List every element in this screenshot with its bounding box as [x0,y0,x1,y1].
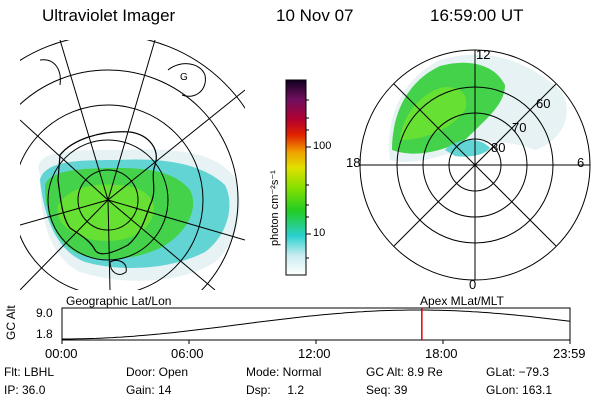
mlt-label-18: 18 [346,155,361,170]
colorbar [285,79,307,276]
magnetic-polar-plot [359,49,591,281]
geographic-caption: Geographic Lat/Lon [66,294,172,308]
mlat-label-80: 80 [491,140,506,155]
mlat-label-70: 70 [512,120,527,135]
mlt-label-0: 0 [469,277,477,292]
status-gc-alt: GC Alt: 8.9 Re [366,365,443,379]
altitude-plot [61,307,571,344]
apex-caption: Apex MLat/MLT [420,294,504,308]
colorbar-tick-100: 100 [313,140,332,152]
mlt-label-12: 12 [476,47,491,62]
status-seq: Seq: 39 [366,383,408,397]
time-tick-2359: 23:59 [553,346,586,361]
status-door: Door: Open [126,365,189,379]
time-tick-0600: 06:00 [171,346,204,361]
header-date: 10 Nov 07 [276,6,354,25]
svg-text:G: G [180,72,188,83]
alt-tick-bottom: 1.8 [36,327,53,341]
alt-axis-label: GC Alt [4,305,18,340]
status-ip: IP: 36.0 [4,383,46,397]
geographic-map [20,40,245,290]
colorbar-unit-label: photon cm⁻²s⁻¹ [269,170,281,246]
colorbar-tick-10: 10 [313,227,326,239]
mlat-label-60: 60 [536,96,551,111]
status-dsp: Dsp: 1.2 [246,383,305,397]
header-time: 16:59:00 UT [430,6,524,25]
time-tick-1200: 12:00 [298,346,331,361]
status-gain: Gain: 14 [126,383,172,397]
time-tick-0000: 00:00 [45,346,78,361]
status-glon: GLon: 163.1 [486,383,553,397]
mlt-label-6: 6 [577,155,585,170]
time-tick-1800: 18:00 [425,346,458,361]
status-glat: GLat: −79.3 [486,365,550,379]
app-title: Ultraviolet Imager [42,6,176,25]
status-mode: Mode: Normal [246,365,322,379]
alt-tick-top: 9.0 [36,306,53,320]
status-flt: Flt: LBHL [4,365,55,379]
